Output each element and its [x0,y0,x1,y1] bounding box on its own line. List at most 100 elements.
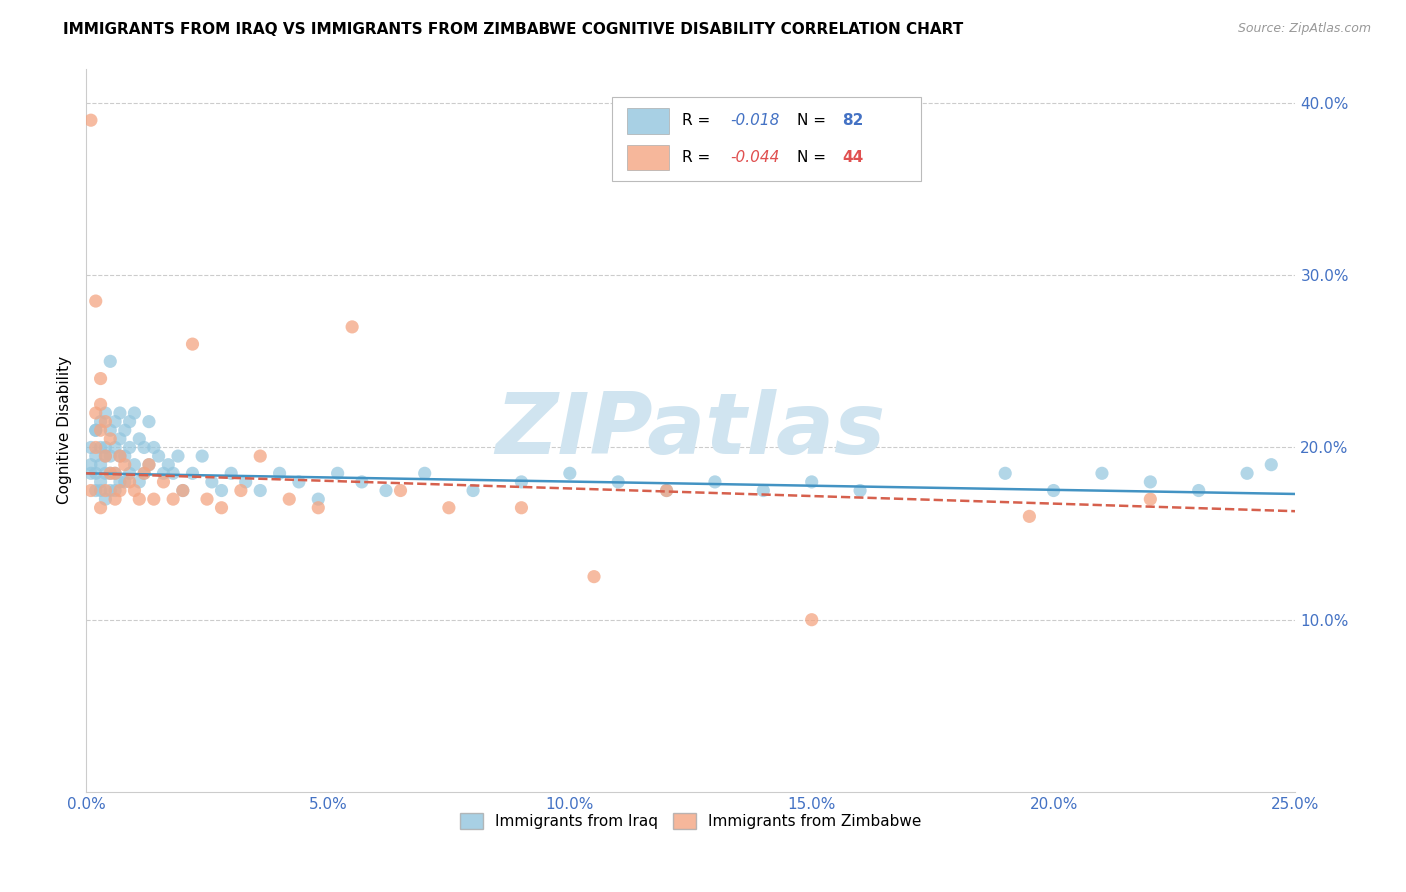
Immigrants from Iraq [80,441,103,455]
Immigrants from Zimbabwe [510,500,533,515]
Immigrants from Iraq [307,492,329,507]
Immigrants from Iraq [1091,467,1114,481]
Y-axis label: Cognitive Disability: Cognitive Disability [58,356,72,504]
Immigrants from Iraq [84,483,107,498]
Immigrants from Iraq [108,449,131,463]
Immigrants from Zimbabwe [800,613,823,627]
Immigrants from Zimbabwe [80,113,103,128]
Immigrants from Iraq [994,467,1017,481]
Immigrants from Iraq [413,467,436,481]
Immigrants from Zimbabwe [90,371,112,385]
Immigrants from Iraq [98,449,121,463]
Immigrants from Zimbabwe [437,500,460,515]
Immigrants from Iraq [98,423,121,437]
Immigrants from Iraq [655,483,678,498]
Text: 82: 82 [842,113,863,128]
Immigrants from Iraq [157,458,180,472]
Immigrants from Iraq [235,475,257,489]
Immigrants from Iraq [114,423,136,437]
Immigrants from Iraq [84,467,107,481]
Immigrants from Iraq [118,467,141,481]
Immigrants from Zimbabwe [104,492,127,507]
Immigrants from Iraq [134,467,156,481]
Immigrants from Zimbabwe [582,569,605,583]
Immigrants from Iraq [211,483,233,498]
Immigrants from Iraq [94,492,117,507]
Immigrants from Iraq [98,483,121,498]
Immigrants from Iraq [108,406,131,420]
Immigrants from Zimbabwe [90,397,112,411]
Immigrants from Iraq [84,449,107,463]
Immigrants from Iraq [80,467,103,481]
Immigrants from Iraq [1188,483,1211,498]
Immigrants from Zimbabwe [94,449,117,463]
FancyBboxPatch shape [627,109,669,134]
Immigrants from Iraq [118,441,141,455]
Immigrants from Zimbabwe [655,483,678,498]
Immigrants from Zimbabwe [340,319,363,334]
Immigrants from Zimbabwe [172,483,194,498]
Immigrants from Iraq [134,441,156,455]
Immigrants from Iraq [90,415,112,429]
Immigrants from Iraq [249,483,271,498]
Immigrants from Zimbabwe [98,432,121,446]
Text: Source: ZipAtlas.com: Source: ZipAtlas.com [1237,22,1371,36]
Immigrants from Zimbabwe [108,449,131,463]
Immigrants from Zimbabwe [84,294,107,309]
Immigrants from Iraq [90,475,112,489]
Immigrants from Zimbabwe [152,475,174,489]
Immigrants from Iraq [152,467,174,481]
Immigrants from Iraq [558,467,581,481]
Immigrants from Zimbabwe [94,483,117,498]
Immigrants from Iraq [94,406,117,420]
Immigrants from Iraq [124,406,146,420]
Immigrants from Zimbabwe [211,500,233,515]
Immigrants from Iraq [461,483,484,498]
Immigrants from Zimbabwe [307,500,329,515]
Legend: Immigrants from Iraq, Immigrants from Zimbabwe: Immigrants from Iraq, Immigrants from Zi… [454,806,928,835]
Immigrants from Iraq [138,415,160,429]
Immigrants from Zimbabwe [124,483,146,498]
Immigrants from Iraq [375,483,398,498]
FancyBboxPatch shape [627,145,669,170]
Immigrants from Iraq [108,432,131,446]
Immigrants from Iraq [94,467,117,481]
Text: R =: R = [682,113,716,128]
Immigrants from Iraq [1139,475,1161,489]
Text: -0.018: -0.018 [731,113,780,128]
Text: R =: R = [682,150,716,165]
Immigrants from Iraq [704,475,727,489]
Immigrants from Iraq [104,415,127,429]
Immigrants from Iraq [94,441,117,455]
Immigrants from Iraq [98,354,121,368]
Immigrants from Zimbabwe [249,449,271,463]
Immigrants from Iraq [84,423,107,437]
Immigrants from Iraq [181,467,204,481]
Immigrants from Iraq [350,475,373,489]
Immigrants from Iraq [1260,458,1282,472]
Immigrants from Zimbabwe [195,492,218,507]
Immigrants from Iraq [849,483,872,498]
Immigrants from Iraq [1042,483,1064,498]
Immigrants from Iraq [172,483,194,498]
Immigrants from Iraq [1236,467,1258,481]
Immigrants from Iraq [142,441,165,455]
Immigrants from Iraq [191,449,214,463]
Immigrants from Zimbabwe [181,337,204,351]
Immigrants from Zimbabwe [1018,509,1040,524]
Immigrants from Iraq [108,475,131,489]
Immigrants from Zimbabwe [108,483,131,498]
Immigrants from Iraq [118,415,141,429]
Immigrants from Iraq [219,467,242,481]
Immigrants from Iraq [148,449,170,463]
Immigrants from Zimbabwe [90,500,112,515]
Immigrants from Iraq [510,475,533,489]
Immigrants from Iraq [104,467,127,481]
Immigrants from Zimbabwe [80,483,103,498]
Immigrants from Zimbabwe [389,483,412,498]
Immigrants from Zimbabwe [229,483,252,498]
Immigrants from Iraq [201,475,224,489]
Immigrants from Iraq [138,458,160,472]
Immigrants from Zimbabwe [98,467,121,481]
Immigrants from Iraq [104,441,127,455]
